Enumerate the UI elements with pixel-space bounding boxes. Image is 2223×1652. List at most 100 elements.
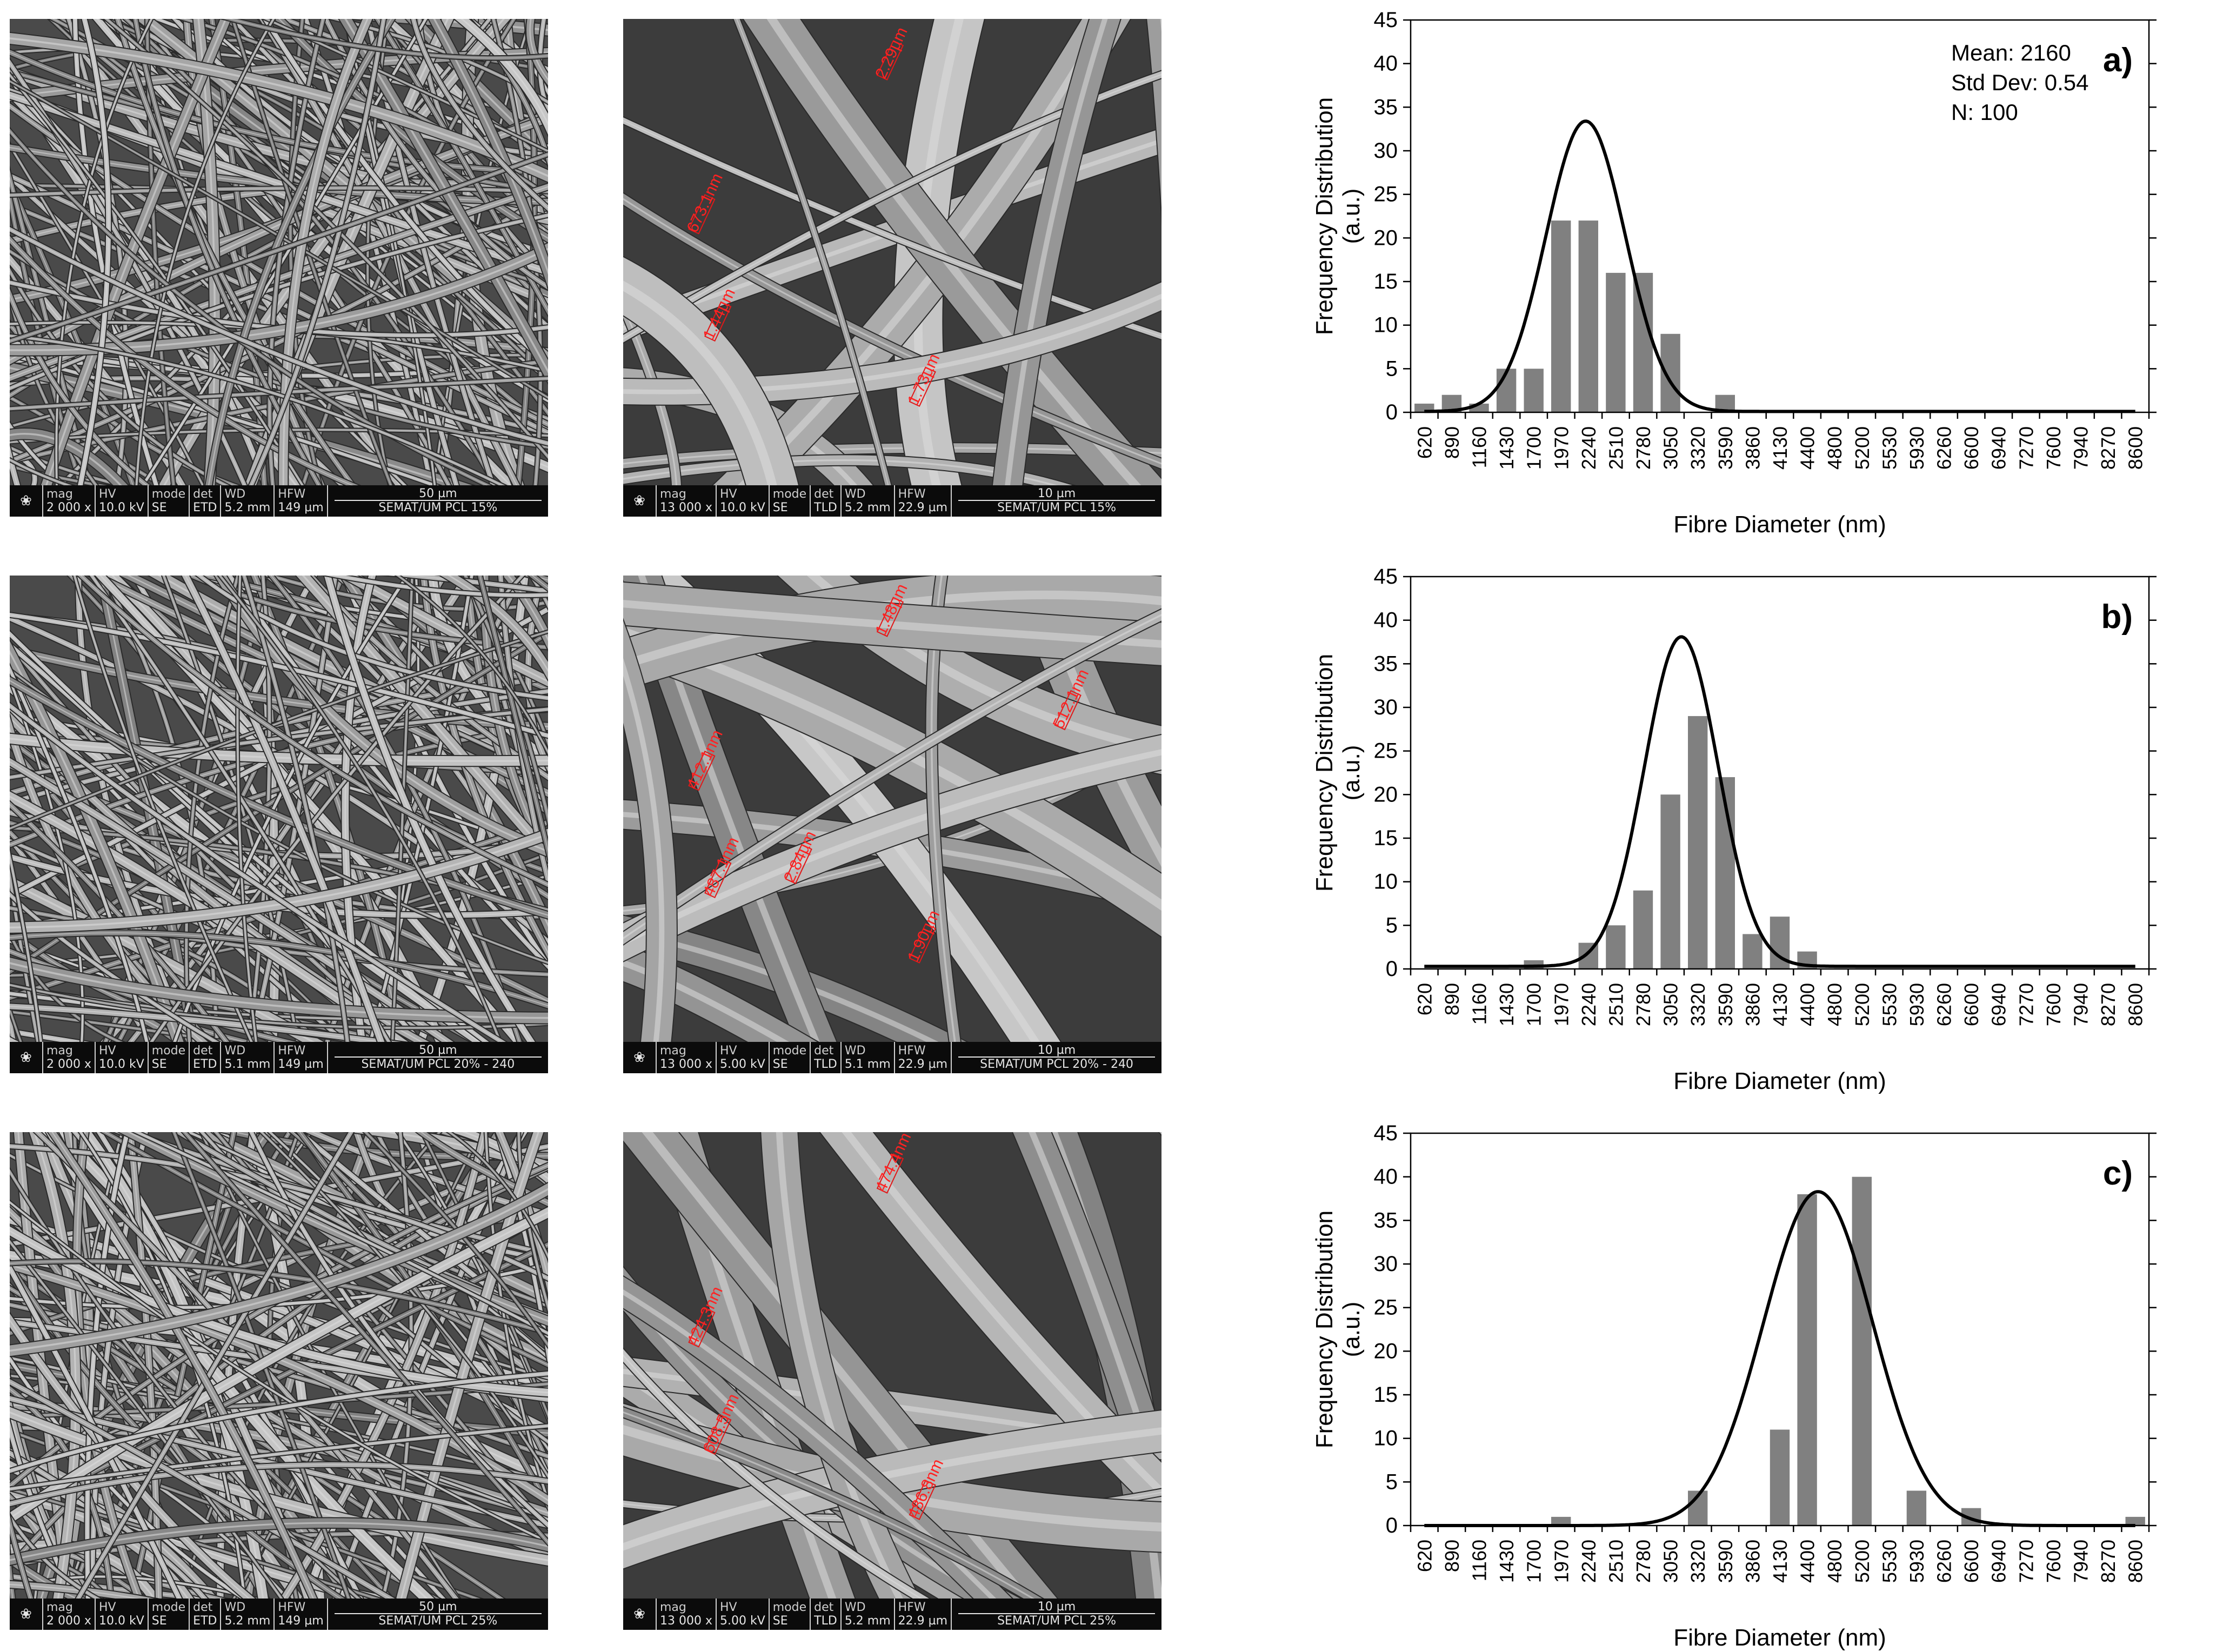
x-tick-label: 2780 (1632, 426, 1654, 470)
y-tick-label: 20 (1374, 782, 1398, 806)
fibre-highlight (282, 19, 369, 485)
sem-databar: ❀ mag 2 000 x HV 10.0 kV mode SE det ETD WD 5.1 mm… (10, 1042, 548, 1073)
fei-logo-icon: ❀ (20, 1606, 32, 1622)
databar-wd-value: 5.1 mm (224, 1058, 271, 1071)
histogram-bar (1633, 890, 1653, 969)
sem-micrograph-c-high-mag: 474.4nm 424.3nm 608.5nm 486.8nm ❀ mag 13 000 x… (623, 1132, 1161, 1630)
fibre-highlight (136, 19, 274, 485)
fibre-highlight (10, 680, 548, 916)
x-tick-label: 1430 (1496, 1540, 1518, 1583)
x-tick-label: 890 (1441, 983, 1463, 1015)
x-tick-label: 1700 (1523, 983, 1545, 1026)
fibre-highlight (623, 614, 1161, 940)
histogram-bar (1770, 1429, 1790, 1526)
sem-micrograph-a-high-mag: 2.29µm 673.1nm 1.44µm 1.73µm ❀ mag 13 000 x HV 1… (623, 19, 1161, 517)
sample-label: SEMAT/UM PCL 25% (378, 1614, 498, 1628)
x-tick-label: 3050 (1660, 983, 1682, 1026)
databar-wd: WD 5.2 mm (840, 1599, 894, 1630)
fibre-highlight (10, 705, 503, 1042)
databar-mag-label: mag (46, 1601, 73, 1614)
fibre-highlight (10, 1188, 548, 1352)
fibre-highlight (10, 1202, 548, 1542)
x-tick-label: 7600 (2042, 426, 2065, 470)
fibre-diameter-histogram-b: 0 5 10 15 20 25 30 35 40 45 620 890 1160 1430 1700 1970… (1311, 565, 2157, 1094)
fibre-diameter-histogram-a: 0 5 10 15 20 25 30 35 40 45 620 890 1160 1430 1700 1970… (1311, 8, 2157, 538)
x-tick-label: 620 (1413, 983, 1436, 1015)
databar-hfw: HFW 22.9 µm (893, 1042, 951, 1073)
y-tick-label: 10 (1374, 313, 1398, 337)
databar-mag-label: mag (660, 1601, 686, 1614)
fibre-highlight (10, 933, 121, 1042)
x-tick-label: 4130 (1769, 1540, 1791, 1583)
fibre-highlight (10, 1261, 548, 1333)
databar-mag: mag 13 000 x (656, 1599, 716, 1630)
fibre-highlight (10, 378, 548, 409)
x-tick-label: 8270 (2097, 1540, 2119, 1583)
fibre-highlight (485, 1132, 548, 1502)
x-tick-label: 7600 (2042, 983, 2065, 1026)
histogram-bar (1496, 369, 1517, 412)
fibre-highlight (10, 1464, 548, 1504)
fibre-highlight (344, 19, 548, 373)
normal-fit-curve (1424, 119, 2135, 413)
x-tick-label: 6600 (1960, 1540, 1982, 1583)
x-tick-label: 5530 (1878, 983, 1900, 1026)
fibre-highlight (642, 1132, 1032, 1599)
y-tick-label: 15 (1374, 826, 1398, 850)
fibre-highlight (283, 1132, 485, 1599)
databar-mode: mode SE (768, 1599, 810, 1630)
fei-logo-icon: ❀ (20, 493, 32, 509)
databar-hfw-label: HFW (278, 1601, 306, 1614)
databar-mag-label: mag (46, 1044, 73, 1058)
y-tick-label: 45 (1374, 1121, 1398, 1145)
fibre-highlight (10, 1381, 391, 1599)
fibre-highlight (127, 1132, 548, 1322)
x-tick-label: 3860 (1741, 1540, 1764, 1583)
x-tick-label: 3320 (1687, 983, 1709, 1026)
databar-hv: HV 5.00 kV (716, 1599, 769, 1630)
databar-wd: WD 5.2 mm (220, 1599, 273, 1630)
fei-logo-icon: ❀ (633, 493, 645, 509)
databar-det-value: ETD (193, 1614, 217, 1628)
x-tick-label: 1160 (1468, 983, 1491, 1025)
databar-mag: mag 2 000 x (42, 1042, 95, 1073)
fibre-highlight (467, 576, 548, 863)
sem-micrograph-a-low-mag: ❀ mag 2 000 x HV 10.0 kV mode SE det ETD WD 5.2 mm… (10, 19, 548, 517)
x-tick-label: 1970 (1550, 1540, 1572, 1583)
y-tick-label: 30 (1374, 139, 1398, 163)
fibre-highlight (498, 1132, 548, 1281)
databar-hv-value: 5.00 kV (720, 1614, 765, 1628)
fibre-highlight (10, 51, 548, 173)
databar-wd-value: 5.1 mm (844, 1058, 891, 1071)
databar-wd-label: WD (224, 1044, 246, 1058)
fibre-highlight (10, 295, 97, 485)
fibre-highlight (623, 459, 1058, 485)
databar-wd-label: WD (844, 1044, 866, 1058)
x-tick-label: 4800 (1824, 426, 1846, 470)
databar-mode-label: mode (151, 487, 186, 501)
x-tick-label: 3050 (1660, 426, 1682, 470)
fibre-highlight (250, 19, 384, 485)
databar-mag-value: 2 000 x (46, 1058, 91, 1071)
fibre-highlight (10, 1522, 548, 1561)
x-tick-label: 5930 (1906, 426, 1928, 470)
x-tick-label: 8600 (2125, 1540, 2147, 1583)
x-tick-label: 6600 (1960, 983, 1982, 1026)
fei-logo-icon: ❀ (633, 1049, 645, 1066)
sem-databar: ❀ mag 2 000 x HV 10.0 kV mode SE det ETD WD 5.2 mm… (10, 1599, 548, 1630)
databar-mag: mag 2 000 x (42, 485, 95, 517)
y-tick-label: 25 (1374, 739, 1398, 763)
databar-det-value: TLD (814, 1058, 837, 1071)
fibre-highlight (10, 144, 203, 485)
fibre-highlight (365, 1132, 548, 1346)
x-tick-label: 620 (1413, 426, 1436, 459)
x-tick-label: 7270 (2015, 983, 2037, 1026)
fibre-highlight (10, 894, 217, 1042)
fibre-highlight (10, 1155, 548, 1379)
x-tick-label: 2780 (1632, 1540, 1654, 1583)
fibre-highlight (326, 576, 532, 1042)
databar-wd: WD 5.2 mm (840, 485, 894, 517)
y-tick-label: 30 (1374, 1252, 1398, 1276)
fibre-highlight (10, 1264, 548, 1502)
databar-det: det ETD (189, 485, 220, 517)
